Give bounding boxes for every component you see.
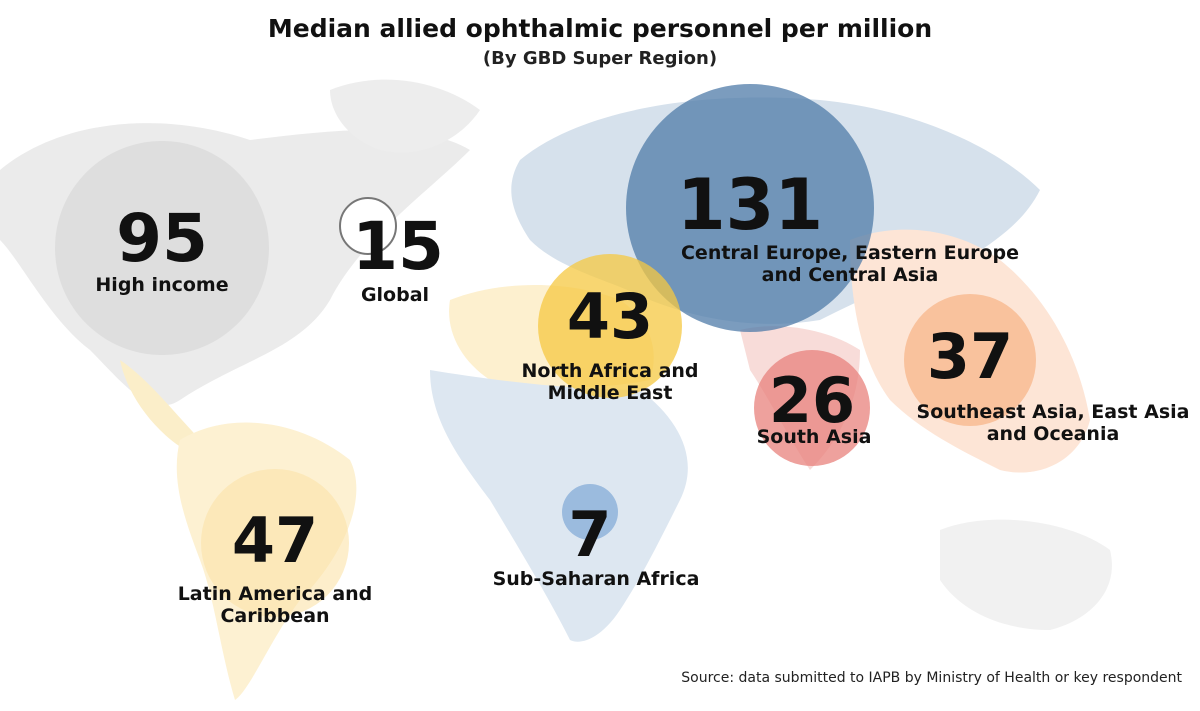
chart-title: Median allied ophthalmic personnel per m…	[267, 14, 933, 43]
bubble-global	[339, 197, 397, 255]
bubble-central-europe-eastern-europe-and-central-asia	[626, 84, 874, 332]
value-central-europe-eastern-europe-and-central-asia: 131	[676, 164, 824, 246]
bubble-sub-saharan-africa	[562, 484, 618, 540]
bubble-south-asia	[754, 350, 870, 466]
value-high-income: 95	[116, 200, 208, 277]
bubble-southeast-asia-east-asia-and-oceania	[904, 294, 1036, 426]
continent-central-america	[120, 360, 210, 454]
bubble-latin-america-and-caribbean	[201, 469, 349, 617]
value-southeast-asia-east-asia-and-oceania: 37	[926, 320, 1014, 393]
continent-greenland	[330, 79, 480, 153]
continent-oceania	[940, 519, 1112, 630]
label-central-europe-eastern-europe-and-central-asia: Central Europe, Eastern Europe and Centra…	[680, 242, 1020, 286]
label-southeast-asia-east-asia-and-oceania: Southeast Asia, East Asia and Oceania	[916, 401, 1190, 445]
value-sub-saharan-africa: 7	[568, 498, 612, 571]
value-global: 15	[352, 208, 444, 285]
label-north-africa-and-middle-east: North Africa and Middle East	[521, 360, 699, 404]
value-south-asia: 26	[768, 364, 856, 437]
label-high-income: High income	[95, 274, 229, 296]
source-note: Source: data submitted to IAPB by Minist…	[681, 670, 1182, 686]
label-latin-america-and-caribbean: Latin America and Caribbean	[177, 583, 373, 627]
bubbles	[55, 84, 1036, 617]
continent-africa	[430, 370, 688, 642]
bubble-high-income	[55, 141, 269, 355]
value-latin-america-and-caribbean: 47	[231, 504, 319, 577]
label-global: Global	[360, 284, 430, 306]
label-south-asia: South Asia	[756, 426, 872, 448]
label-sub-saharan-africa: Sub-Saharan Africa	[492, 568, 700, 590]
value-north-africa-and-middle-east: 43	[566, 280, 654, 353]
bubble-north-africa-and-middle-east	[538, 254, 682, 398]
chart-subtitle: (By GBD Super Region)	[482, 48, 718, 69]
